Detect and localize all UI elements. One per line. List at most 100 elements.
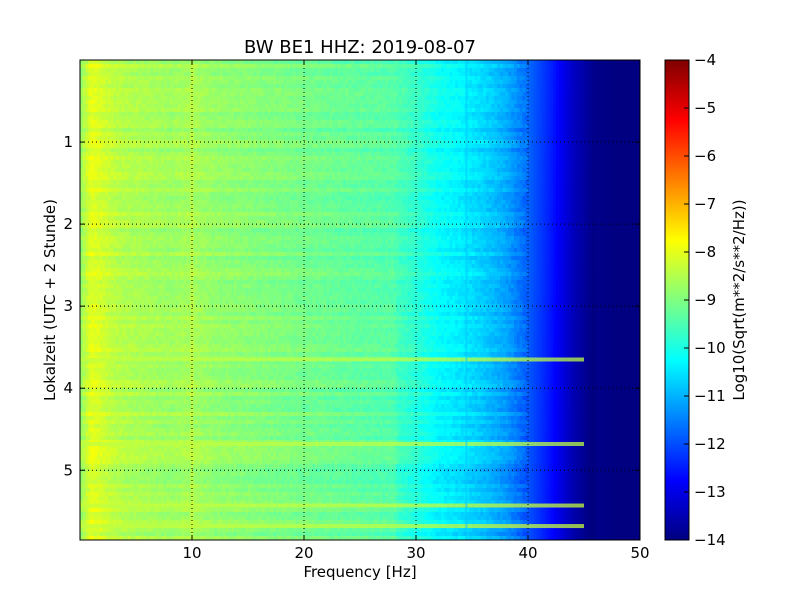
- heatmap-cell: [449, 96, 453, 101]
- heatmap-cell: [474, 120, 479, 125]
- heatmap-cell: [393, 76, 397, 81]
- heatmap-cell: [631, 124, 635, 129]
- heatmap-cell: [500, 124, 504, 129]
- heatmap-cell: [262, 64, 266, 69]
- heatmap-cell: [245, 64, 249, 69]
- heatmap-cell: [245, 120, 249, 125]
- heatmap-cell: [315, 116, 319, 121]
- heatmap-cell: [301, 96, 305, 101]
- heatmap-cell: [483, 132, 487, 137]
- heatmap-cell: [116, 144, 120, 149]
- heatmap-cell: [217, 140, 221, 145]
- heatmap-cell: [309, 120, 313, 125]
- heatmap-cell: [416, 132, 420, 137]
- heatmap-layer: [80, 60, 640, 540]
- heatmap-cell: [278, 88, 283, 93]
- heatmap-cell: [326, 108, 330, 113]
- heatmap-cell: [175, 88, 179, 93]
- heatmap-cell: [264, 104, 269, 109]
- heatmap-cell: [382, 100, 386, 105]
- heatmap-cell: [477, 72, 481, 77]
- heatmap-cell: [217, 96, 221, 101]
- heatmap-cell: [192, 120, 196, 125]
- heatmap-cell: [553, 132, 557, 137]
- heatmap-cell: [502, 84, 507, 89]
- heatmap-cell: [497, 96, 501, 101]
- heatmap-cell: [614, 124, 619, 129]
- heatmap-cell: [418, 72, 423, 77]
- heatmap-cell: [228, 92, 232, 97]
- heatmap-cell: [617, 60, 621, 65]
- heatmap-cell: [404, 72, 409, 77]
- heatmap-cell: [371, 136, 375, 141]
- heatmap-cell: [533, 136, 537, 141]
- heatmap-cell: [253, 132, 257, 137]
- heatmap-cell: [82, 112, 87, 117]
- heatmap-cell: [192, 84, 196, 89]
- heatmap-cell: [628, 124, 633, 129]
- heatmap-cell: [586, 116, 591, 121]
- heatmap-cell: [402, 112, 406, 117]
- heatmap-cell: [528, 88, 532, 93]
- heatmap-cell: [85, 116, 89, 121]
- heatmap-cell: [133, 128, 137, 133]
- heatmap-cell: [197, 124, 201, 129]
- heatmap-cell: [217, 120, 221, 125]
- heatmap-cell: [150, 72, 154, 77]
- heatmap-cell: [158, 100, 162, 105]
- heatmap-cell: [413, 136, 417, 141]
- heatmap-cell: [267, 64, 271, 69]
- heatmap-cell: [564, 60, 568, 65]
- heatmap-cell: [155, 128, 159, 133]
- heatmap-cell: [393, 104, 397, 109]
- heatmap-cell: [309, 128, 313, 133]
- heatmap-cell: [600, 88, 605, 93]
- heatmap-cell: [119, 92, 123, 97]
- heatmap-cell: [592, 112, 596, 117]
- heatmap-cell: [488, 88, 493, 93]
- heatmap-cell: [570, 132, 574, 137]
- heatmap-cell: [598, 112, 602, 117]
- heatmap-cell: [169, 84, 173, 89]
- heatmap-cell: [323, 88, 327, 93]
- heatmap-cell: [544, 112, 549, 117]
- heatmap-cell: [463, 64, 467, 69]
- heatmap-cell: [413, 80, 417, 85]
- heatmap-cell: [413, 72, 417, 77]
- heatmap-cell: [379, 80, 383, 85]
- heatmap-cell: [502, 116, 507, 121]
- heatmap-cell: [194, 84, 199, 89]
- heatmap-cell: [175, 100, 179, 105]
- heatmap-cell: [197, 132, 201, 137]
- heatmap-cell: [533, 120, 537, 125]
- heatmap-cell: [337, 96, 341, 101]
- heatmap-cell: [623, 116, 627, 121]
- heatmap-cell: [634, 136, 638, 141]
- heatmap-cell: [186, 112, 190, 117]
- heatmap-cell: [360, 116, 364, 121]
- heatmap-cell: [152, 128, 157, 133]
- heatmap-cell: [351, 100, 355, 105]
- heatmap-cell: [567, 64, 571, 69]
- heatmap-cell: [444, 128, 448, 133]
- heatmap-cell: [536, 80, 540, 85]
- heatmap-cell: [455, 120, 459, 125]
- heatmap-cell: [617, 120, 621, 125]
- heatmap-cell: [472, 104, 476, 109]
- heatmap-cell: [418, 60, 423, 65]
- heatmap-cell: [634, 124, 638, 129]
- heatmap-cell: [102, 72, 106, 77]
- heatmap-cell: [183, 136, 187, 141]
- heatmap-cell: [180, 96, 185, 101]
- heatmap-cell: [228, 108, 232, 113]
- heatmap-cell: [108, 136, 112, 141]
- heatmap-cell: [561, 84, 565, 89]
- heatmap-cell: [441, 76, 445, 81]
- heatmap-cell: [598, 92, 602, 97]
- heatmap-cell: [388, 116, 392, 121]
- heatmap-cell: [455, 100, 459, 105]
- heatmap-cell: [536, 92, 540, 97]
- heatmap-cell: [164, 80, 168, 85]
- heatmap-cell: [94, 104, 98, 109]
- heatmap-cell: [570, 80, 574, 85]
